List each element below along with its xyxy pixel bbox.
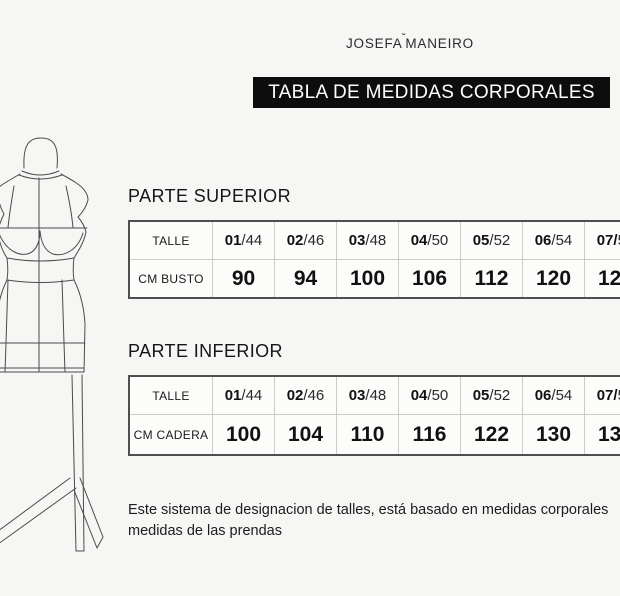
brand-caron-icon: ˇ — [401, 31, 407, 45]
lower-section-heading: PARTE INFERIOR — [128, 341, 283, 361]
size-cell: 02 /46 — [274, 377, 336, 414]
size-cell: 03 /48 — [336, 222, 398, 259]
size-header-row: TALLE 01 /44 02 /46 03 /48 04 /50 05 /52 06 /5… — [130, 222, 620, 259]
footnote: Este sistema de designacion de talles, e… — [128, 500, 608, 542]
measure-value-cell: 100 — [212, 414, 274, 454]
measure-value-cell: 122 — [460, 414, 522, 454]
measure-value-cell: 94 — [274, 259, 336, 297]
measure-value-cell: 138 — [584, 414, 620, 454]
measure-value-cell: 112 — [460, 259, 522, 297]
measure-label-cell: CM CADERA — [130, 414, 212, 454]
measure-value-cell: 116 — [398, 414, 460, 454]
upper-measurements-table: TALLE 01 /44 02 /46 03 /48 04 /50 05 /52 06 /5… — [128, 220, 620, 299]
size-cell: 01 /44 — [212, 377, 274, 414]
measure-row: CM BUSTO9094100106112120128 — [130, 259, 620, 297]
size-cell: 02 /46 — [274, 222, 336, 259]
size-cell: 03 /48 — [336, 377, 398, 414]
size-header-row: TALLE 01 /44 02 /46 03 /48 04 /50 05 /52 06 /5… — [130, 377, 620, 414]
size-cell: 04 /50 — [398, 377, 460, 414]
size-cell: 06 /54 — [522, 377, 584, 414]
size-cell: 04 /50 — [398, 222, 460, 259]
page-title: TABLA DE MEDIDAS CORPORALES — [268, 82, 595, 103]
measure-value-cell: 110 — [336, 414, 398, 454]
size-cell: 07/ 56 — [584, 377, 620, 414]
upper-section-heading: PARTE SUPERIOR — [128, 186, 291, 206]
brand-name-left: JOSEFA — [346, 36, 403, 51]
title-banner: TABLA DE MEDIDAS CORPORALES — [253, 77, 610, 108]
measure-value-cell: 130 — [522, 414, 584, 454]
size-cell: 01 /44 — [212, 222, 274, 259]
brand-name-right: MANEIRO — [405, 36, 474, 51]
measure-value-cell: 106 — [398, 259, 460, 297]
measure-value-cell: 90 — [212, 259, 274, 297]
size-label-cell: TALLE — [152, 388, 190, 403]
footnote-line-2: medidas de las prendas — [128, 523, 282, 539]
size-label-cell: TALLE — [152, 233, 190, 248]
measure-value-cell: 104 — [274, 414, 336, 454]
measure-row: CM CADERA100104110116122130138 — [130, 414, 620, 454]
size-cell: 05 /52 — [460, 377, 522, 414]
size-cell: 07/ 56 — [584, 222, 620, 259]
dress-form-illustration — [0, 137, 104, 552]
measure-value-cell: 100 — [336, 259, 398, 297]
brand-logo: JOSEFAˇMANEIRO — [340, 31, 480, 51]
size-cell: 06 /54 — [522, 222, 584, 259]
measure-value-cell: 128 — [584, 259, 620, 297]
size-cell: 05 /52 — [460, 222, 522, 259]
measure-value-cell: 120 — [522, 259, 584, 297]
measure-label-cell: CM BUSTO — [130, 259, 212, 297]
footnote-line-1: Este sistema de designacion de talles, e… — [128, 502, 609, 518]
lower-measurements-table: TALLE 01 /44 02 /46 03 /48 04 /50 05 /52 06 /5… — [128, 375, 620, 456]
